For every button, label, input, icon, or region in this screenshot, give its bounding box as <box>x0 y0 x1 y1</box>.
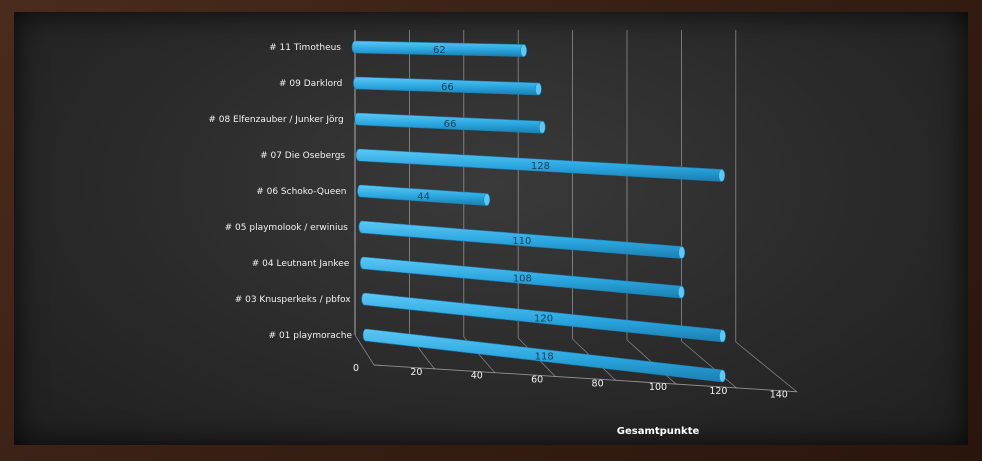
bar-end-cap <box>483 193 491 206</box>
data-label: 108 <box>513 274 532 285</box>
category-label: # 03 Knusperkeks / pbfox <box>235 295 352 305</box>
x-tick-label: 80 <box>592 378 604 389</box>
x-tick-label: 40 <box>471 371 483 382</box>
data-label: 66 <box>444 119 457 130</box>
x-tick-label: 100 <box>649 382 667 393</box>
category-label: # 04 Leutnant Jankee <box>252 259 350 269</box>
x-tick-label: 140 <box>770 390 788 401</box>
bar-end-cap <box>678 285 685 299</box>
gridline-floor <box>354 334 375 366</box>
category-labels: # 11 Timotheus # 09 Darklord # 08 Elfenzau… <box>208 43 352 341</box>
bars <box>351 40 726 383</box>
x-tick-label: 20 <box>410 367 422 378</box>
bar-end-cap <box>718 169 725 182</box>
gridline-floor <box>681 340 737 389</box>
gridline-floor <box>735 341 798 393</box>
bar-end-cap <box>719 369 726 383</box>
category-label: # 01 playmorache <box>269 331 353 341</box>
data-label: 44 <box>417 191 430 202</box>
data-label: 120 <box>534 313 553 324</box>
value-labels: 62 66 66 128 44 110 108 120 118 <box>417 45 553 363</box>
bar-end-cap <box>678 246 685 259</box>
category-label: # 08 Elfenzauber / Junker Jörg <box>208 115 343 125</box>
category-label: # 06 Schoko-Queen <box>256 187 346 197</box>
x-tick-label: 0 <box>353 363 359 374</box>
bar-end-cap <box>719 329 726 343</box>
data-label: 66 <box>441 82 454 93</box>
data-label: 62 <box>433 45 446 56</box>
bar-end-cap <box>520 44 527 57</box>
x-tick-labels: 0 20 40 60 80 100 120 140 <box>353 363 788 401</box>
category-label: # 07 Die Osebergs <box>260 151 345 161</box>
category-label: # 09 Darklord <box>279 79 342 89</box>
axis-line-x <box>373 364 797 393</box>
x-axis-title: Gesamtpunkte <box>617 426 700 437</box>
data-label: 118 <box>535 351 554 362</box>
bar-end-cap <box>538 120 546 134</box>
x-tick-label: 120 <box>709 386 727 397</box>
data-label: 128 <box>531 161 550 172</box>
data-label: 110 <box>512 236 531 247</box>
bar-end-cap <box>535 82 542 96</box>
x-tick-label: 60 <box>531 374 543 385</box>
category-label: # 05 playmolook / erwinius <box>225 223 349 233</box>
category-label: # 11 Timotheus <box>269 43 341 53</box>
